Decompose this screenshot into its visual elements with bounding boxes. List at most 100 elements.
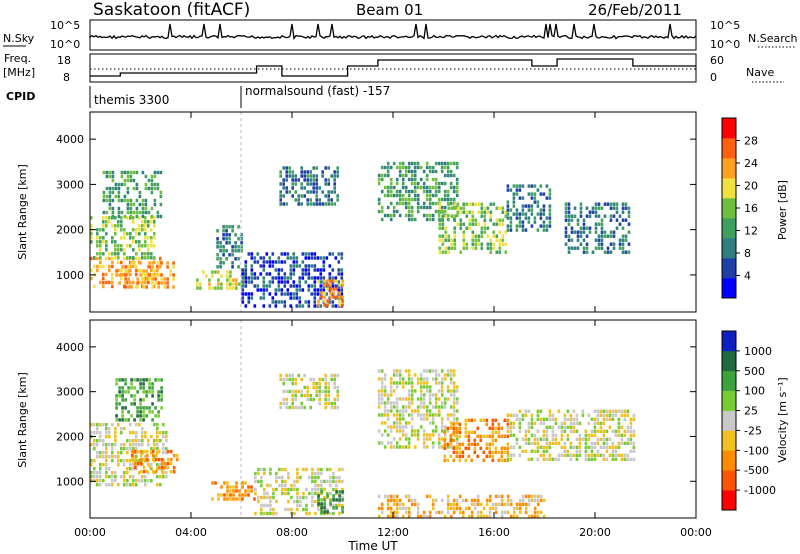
power-cell: [462, 230, 466, 234]
velocity-colorbar-swatch: [722, 331, 736, 352]
velocity-cell: [90, 471, 93, 475]
power-cell: [120, 236, 123, 240]
power-cell: [111, 260, 114, 265]
power-cell: [416, 185, 420, 190]
velocity-cell: [317, 483, 320, 488]
velocity-cell: [575, 429, 579, 433]
velocity-cell: [395, 506, 399, 511]
velocity-cell: [338, 490, 341, 494]
power-cell: [262, 284, 266, 288]
power-cell: [99, 280, 102, 285]
power-cell: [126, 256, 129, 260]
velocity-cell: [398, 373, 402, 377]
power-cell: [627, 230, 631, 234]
power-cell: [108, 170, 112, 175]
velocity-cell: [431, 417, 435, 421]
velocity-cell: [269, 499, 272, 504]
velocity-cell: [133, 386, 136, 390]
velocity-cell: [473, 418, 477, 422]
power-cell: [627, 242, 631, 246]
power-cell: [306, 174, 309, 178]
power-cell: [238, 282, 241, 286]
velocity-cell: [521, 498, 525, 503]
power-cell: [567, 234, 571, 238]
velocity-cell: [419, 397, 423, 401]
velocity-cell: [153, 443, 156, 447]
velocity-cell: [434, 510, 438, 515]
power-cell: [336, 170, 339, 174]
power-cell: [506, 224, 510, 228]
velocity-cell: [494, 426, 498, 430]
power-cell: [307, 284, 311, 288]
power-cell: [416, 165, 420, 170]
velocity-cell: [275, 499, 278, 504]
velocity-cell: [323, 510, 326, 514]
power-cell: [123, 214, 127, 219]
power-cell: [117, 182, 121, 187]
velocity-cell: [422, 405, 426, 409]
velocity-cell: [563, 441, 567, 445]
velocity-cell: [238, 489, 241, 493]
power-cell: [410, 181, 414, 186]
power-cell: [404, 165, 408, 170]
power-cell: [283, 260, 287, 264]
velocity-cell: [416, 409, 420, 413]
power-cell: [438, 238, 442, 242]
power-cell: [135, 268, 138, 273]
power-cell: [404, 197, 408, 202]
velocity-cell: [294, 377, 297, 382]
velocity-cell: [389, 385, 393, 389]
velocity-cell: [602, 457, 606, 461]
power-cell: [202, 270, 205, 274]
velocity-cell: [425, 389, 429, 393]
velocity-cell: [296, 487, 299, 492]
power-cell: [90, 232, 93, 236]
velocity-cell: [566, 425, 570, 429]
power-cell: [441, 226, 445, 230]
power-cell: [274, 292, 278, 296]
power-cell: [527, 216, 531, 220]
velocity-cell: [138, 443, 141, 447]
velocity-cell: [380, 377, 384, 381]
velocity-cell: [323, 502, 326, 506]
power-cell: [117, 248, 120, 252]
velocity-cell: [476, 494, 480, 499]
power-cell: [452, 161, 456, 166]
velocity-cell: [136, 414, 139, 418]
power-cell: [126, 272, 129, 277]
power-cell: [594, 206, 598, 210]
velocity-cell: [147, 439, 150, 443]
power-cell: [256, 276, 260, 280]
power-cell: [518, 196, 522, 200]
power-cell: [102, 272, 105, 277]
velocity-cell: [175, 457, 179, 462]
power-cell: [315, 178, 318, 182]
power-cell: [301, 288, 305, 292]
power-cell: [291, 174, 294, 178]
velocity-cell: [156, 435, 159, 439]
power-cell: [328, 300, 332, 304]
power-cell: [471, 218, 475, 222]
velocity-cell: [422, 441, 426, 445]
power-cell: [407, 169, 411, 174]
power-cell: [153, 174, 157, 179]
power-cell: [447, 246, 451, 250]
power-cell: [129, 236, 132, 240]
velocity-cell: [296, 471, 299, 476]
velocity-cell: [611, 409, 615, 413]
velocity-cell: [401, 445, 405, 449]
velocity-cell: [320, 502, 323, 506]
power-cell: [545, 196, 549, 200]
velocity-cell: [437, 510, 441, 515]
power-cell: [597, 242, 601, 246]
power-cell: [495, 234, 499, 238]
power-cell: [313, 264, 317, 268]
velocity-cell: [479, 502, 483, 507]
power-cell: [228, 237, 231, 241]
power-cell: [567, 250, 571, 254]
power-cell: [401, 201, 405, 206]
velocity-cell: [332, 503, 335, 508]
velocity-cell: [380, 502, 384, 507]
velocity-cell: [509, 421, 513, 425]
